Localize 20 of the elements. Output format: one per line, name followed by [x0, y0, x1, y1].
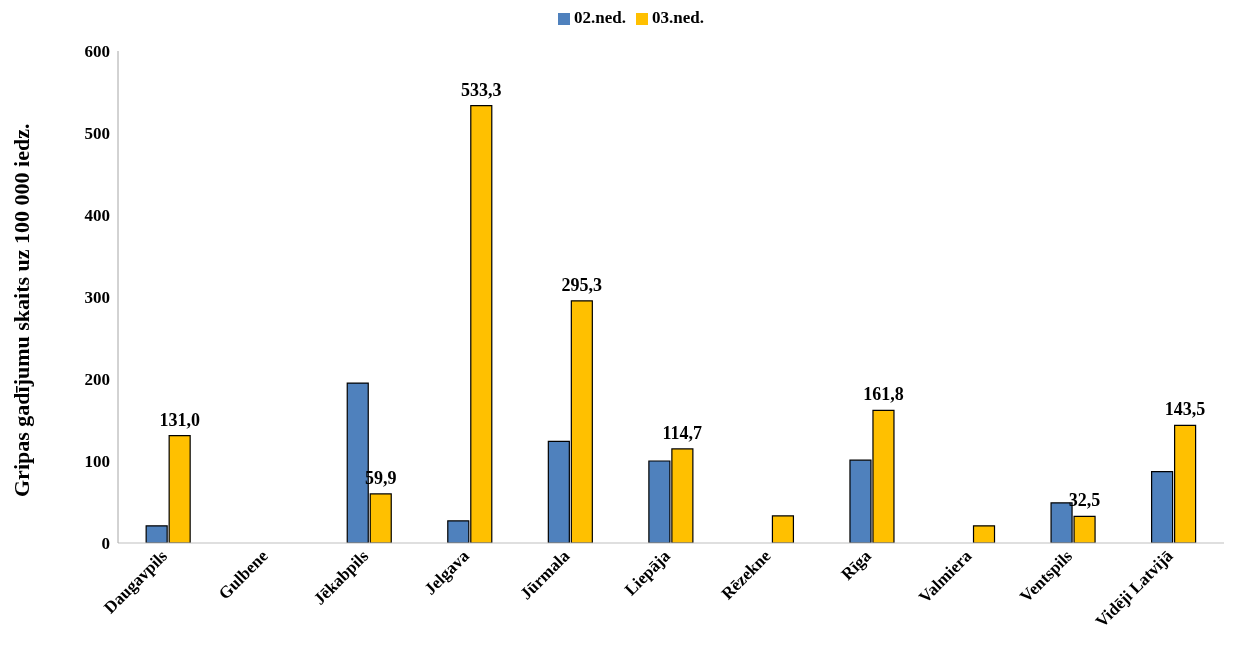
y-tick-label: 100 [84, 452, 110, 472]
y-tick-label: 0 [101, 534, 110, 554]
data-label: 131,0 [159, 409, 200, 430]
data-label: 114,7 [662, 422, 703, 443]
legend-label: 03.ned. [652, 8, 704, 27]
x-tick-label: Rīga [837, 546, 876, 584]
data-label: 295,3 [561, 274, 603, 295]
data-label: 161,8 [863, 384, 904, 405]
y-tick-label: 300 [84, 288, 110, 308]
bar [972, 525, 996, 543]
y-tick-label: 400 [84, 206, 110, 226]
y-tick-label: 500 [84, 124, 110, 144]
data-label: 143,5 [1164, 399, 1206, 420]
y-axis-title: Gripas gadījumu skaits uz 100 000 iedz. [8, 123, 34, 497]
data-label: 32,5 [1068, 490, 1101, 511]
data-label: 533,3 [461, 79, 502, 100]
bar [771, 515, 795, 543]
y-tick-label: 600 [84, 42, 110, 62]
y-tick-label: 200 [84, 370, 110, 390]
legend-label: 02.ned. [574, 8, 626, 27]
